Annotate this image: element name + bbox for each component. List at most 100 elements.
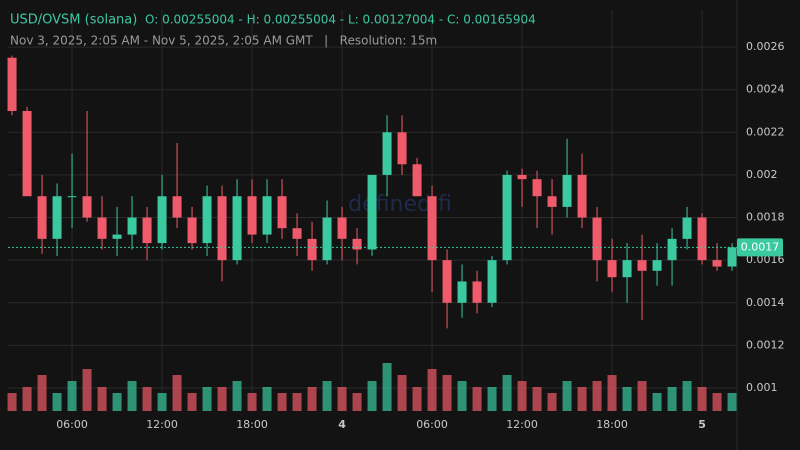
candle-body [307,238,317,261]
x-tick-label: 06:00 [416,418,448,431]
volume-bar [307,387,317,411]
y-tick-label: 0.0016 [746,253,785,266]
candle-body [442,260,452,303]
volume-bar [202,387,212,411]
x-tick-label: 4 [338,418,346,431]
y-tick-label: 0.0024 [746,83,785,96]
x-tick-label: 12:00 [506,418,538,431]
candle-body [712,260,722,267]
volume-bar [217,387,227,411]
y-tick-label: 0.0026 [746,40,785,53]
y-tick-label: 0.001 [746,381,778,394]
candle-body [142,217,152,244]
volume-bar [727,393,737,411]
candle-body [172,196,182,218]
y-tick-label: 0.002 [746,168,778,181]
volume-bar [67,381,77,411]
volume-bar [277,393,287,411]
volume-bar [712,393,722,411]
volume-bar [517,381,527,411]
volume-bar [397,375,407,411]
candle-body [322,217,332,261]
candle-body [187,217,197,244]
volume-bar [607,375,617,411]
candle-body [502,174,512,261]
candle-body [97,217,107,239]
volume-bar [187,393,197,411]
volume-bar [472,387,482,411]
y-tick-label: 0.0012 [746,338,785,351]
volume-bar [367,381,377,411]
candle-body [382,132,392,175]
candle-body [277,196,287,229]
candle-body [262,196,272,235]
volume-bar [97,387,107,411]
volume-bar [172,375,182,411]
volume-bar [697,387,707,411]
candle-body [562,174,572,207]
volume-bar [22,387,32,411]
candle-body [157,196,167,244]
chart-title: USD/OVSM (solana) [10,13,137,28]
volume-bar [322,381,332,411]
x-tick-label: 18:00 [596,418,628,431]
candle-body [577,174,587,218]
volume-bar [292,393,302,411]
candle-body [592,217,602,261]
volume-bar [652,393,662,411]
candle-body [727,247,737,267]
candle-body [82,196,92,218]
x-tick-label: 06:00 [56,418,88,431]
candle-body [247,196,257,235]
candle-body [352,238,362,250]
candle-body [232,196,242,261]
volume-bar [382,363,392,411]
candle-body [397,132,407,165]
candle-body [682,217,692,239]
candle-body [697,217,707,261]
volume-bar [442,375,452,411]
candle-body [37,196,47,239]
last-price-box [737,238,783,257]
y-tick-label: 0.0022 [746,125,785,138]
volume-bar [7,393,17,411]
volume-bar [412,387,422,411]
volume-bar [232,381,242,411]
volume-bar [532,387,542,411]
candle-body [667,238,677,261]
volume-bar [427,369,437,411]
candle-body [637,260,647,271]
candle-body [622,260,632,278]
volume-bar [112,393,122,411]
volume [7,363,737,411]
candle-body [472,281,482,303]
x-tick-label: 18:00 [236,418,268,431]
candle-body [217,196,227,261]
candle-body [517,174,527,180]
y-tick-label: 0.0014 [746,296,785,309]
volume-bar [562,381,572,411]
volume-bar [157,393,167,411]
candle-body [127,217,137,235]
x-tick-label: 12:00 [146,418,178,431]
volume-bar [352,393,362,411]
candle-body [652,260,662,271]
subtitle: Nov 3, 2025, 2:05 AM - Nov 5, 2025, 2:05… [10,34,437,48]
candle-body [532,179,542,197]
candle-body [7,57,17,111]
candles [7,55,737,329]
volume-bar [592,381,602,411]
volume-bar [142,387,152,411]
candle-body [457,281,467,303]
candle-body [67,196,77,198]
candle-body [112,234,122,239]
ohlc-summary: O: 0.00255004 - H: 0.00255004 - L: 0.001… [145,13,536,27]
volume-bar [622,387,632,411]
candle-body [607,260,617,278]
volume-bar [127,381,137,411]
candle-body [367,174,377,250]
candle-body [487,260,497,303]
volume-bar [577,387,587,411]
y-tick-label: 0.0018 [746,211,785,224]
